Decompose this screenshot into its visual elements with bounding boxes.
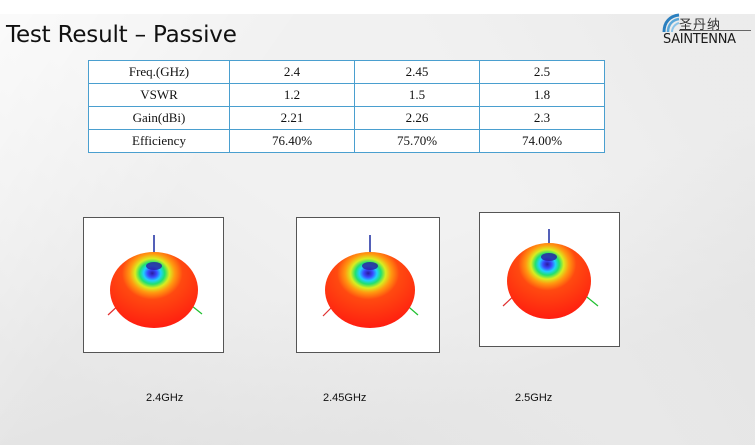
- test-result-table: Freq.(GHz) 2.4 2.45 2.5 VSWR 1.2 1.5 1.8…: [88, 60, 605, 153]
- slide-title: Test Result – Passive: [6, 22, 237, 48]
- table-cell: 2.5: [479, 60, 605, 84]
- company-logo: 圣丹纳 SAINTENNA: [661, 12, 753, 52]
- plot-caption-2.5ghz: 2.5GHz: [515, 392, 553, 404]
- radiation-pattern-3d-icon: [502, 229, 599, 319]
- table-row: Freq.(GHz) 2.4 2.45 2.5: [88, 60, 605, 84]
- table-cell: 2.26: [354, 106, 480, 130]
- table-cell: 1.2: [229, 83, 355, 107]
- table-cell: 1.8: [479, 83, 605, 107]
- table-cell: 75.70%: [354, 129, 480, 153]
- logo-english-text: SAINTENNA: [663, 32, 736, 47]
- logo-swoosh-icon: [662, 13, 680, 33]
- table-cell: Freq.(GHz): [88, 60, 230, 84]
- radiation-plot-2.4ghz: [83, 217, 224, 353]
- table-cell: 2.3: [479, 106, 605, 130]
- radiation-pattern-3d-icon: [107, 235, 203, 328]
- table-row: Gain(dBi) 2.21 2.26 2.3: [88, 106, 605, 130]
- logo-chinese-text: 圣丹纳: [679, 18, 722, 33]
- table-cell: 74.00%: [479, 129, 605, 153]
- table-cell: 2.21: [229, 106, 355, 130]
- table-cell: Efficiency: [88, 129, 230, 153]
- top-band: [0, 0, 755, 14]
- table-cell: 76.40%: [229, 129, 355, 153]
- radiation-pattern-3d-icon: [322, 235, 419, 328]
- table-cell: Gain(dBi): [88, 106, 230, 130]
- table-cell: 2.45: [354, 60, 480, 84]
- logo-rule: [679, 30, 751, 31]
- table-cell: 2.4: [229, 60, 355, 84]
- plot-caption-2.45ghz: 2.45GHz: [323, 392, 367, 404]
- table-row: Efficiency 76.40% 75.70% 74.00%: [88, 129, 605, 153]
- radiation-plot-2.45ghz: [296, 217, 440, 353]
- table-cell: 1.5: [354, 83, 480, 107]
- plot-caption-2.4ghz: 2.4GHz: [146, 392, 184, 404]
- table-cell: VSWR: [88, 83, 230, 107]
- radiation-plot-2.5ghz: [479, 212, 620, 347]
- table-row: VSWR 1.2 1.5 1.8: [88, 83, 605, 107]
